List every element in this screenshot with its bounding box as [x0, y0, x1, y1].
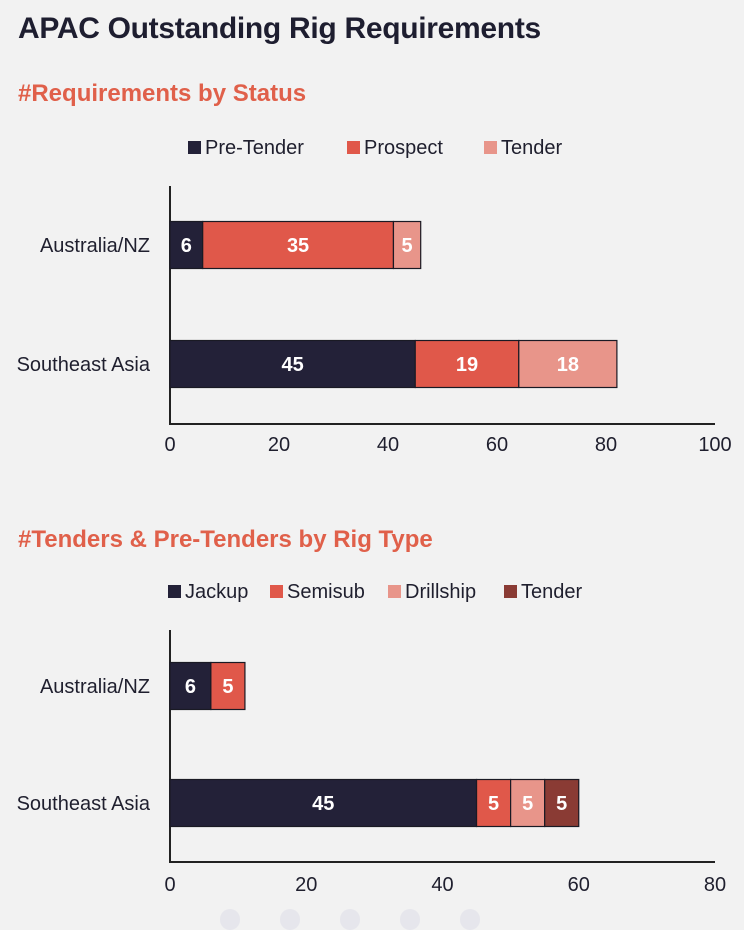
category-label: Australia/NZ	[40, 235, 150, 257]
x-tick-label: 40	[431, 874, 453, 896]
bar-value-label: 5	[488, 793, 499, 815]
bar-value-label: 45	[282, 354, 304, 376]
bar-value-label: 45	[312, 793, 334, 815]
chart-title-requirements-by-status: #Requirements by Status	[18, 80, 307, 107]
x-tick-label: 60	[486, 434, 508, 456]
legend-swatch	[168, 585, 181, 598]
bar-segment	[518, 339, 618, 389]
x-tick-label: 100	[698, 434, 731, 456]
bar-value-label: 5	[522, 793, 533, 815]
requirements-by-status-chart: Pre-Tender Prospect Tender 0 20 40 60 80 100 Aust…	[17, 137, 732, 456]
legend-swatch	[388, 585, 401, 598]
legend-label: Semisub	[287, 581, 365, 603]
legend-swatch	[270, 585, 283, 598]
legend-label: Prospect	[364, 137, 443, 159]
bar-value-label: 35	[287, 235, 309, 257]
category-label: Southeast Asia	[17, 793, 151, 815]
bar-value-label: 18	[557, 354, 579, 376]
bar-segment	[169, 339, 416, 389]
legend-label: Drillship	[405, 581, 476, 603]
x-tick-label: 0	[164, 434, 175, 456]
bar-segment	[202, 220, 395, 270]
legend-swatch	[484, 141, 497, 154]
bar-segment	[392, 220, 422, 270]
x-tick-label: 80	[595, 434, 617, 456]
chart-title-tenders-by-rig-type: #Tenders & Pre-Tenders by Rig Type	[18, 526, 433, 553]
legend-label: Pre-Tender	[205, 137, 304, 159]
bar-segment	[169, 778, 478, 828]
bar-segment	[510, 778, 546, 828]
x-tick-label: 60	[568, 874, 590, 896]
x-tick-label: 20	[295, 874, 317, 896]
bar-segment	[475, 778, 512, 828]
tenders-by-rig-type-chart: Jackup Semisub Drillship Tender 0 20 40 60 80 Aus…	[17, 581, 727, 896]
legend-label: Jackup	[185, 581, 248, 603]
category-label: Australia/NZ	[40, 676, 150, 698]
bar-value-label: 19	[456, 354, 478, 376]
legend-label: Tender	[521, 581, 582, 603]
x-tick-label: 80	[704, 874, 726, 896]
bar-value-label: 5	[402, 235, 413, 257]
bar-segment	[210, 661, 246, 711]
legend-swatch	[188, 141, 201, 154]
bar-segment	[544, 778, 580, 828]
bar-value-label: 6	[185, 676, 196, 698]
legend-swatch	[347, 141, 360, 154]
legend-label: Tender	[501, 137, 562, 159]
legend-swatch	[504, 585, 517, 598]
page-title: APAC Outstanding Rig Requirements	[18, 12, 541, 45]
x-tick-label: 0	[164, 874, 175, 896]
bar-value-label: 5	[222, 676, 233, 698]
bar-value-label: 5	[556, 793, 567, 815]
x-tick-label: 40	[377, 434, 399, 456]
bar-value-label: 6	[181, 235, 192, 257]
category-label: Southeast Asia	[17, 354, 151, 376]
x-tick-label: 20	[268, 434, 290, 456]
watermark-decoration	[220, 909, 480, 930]
